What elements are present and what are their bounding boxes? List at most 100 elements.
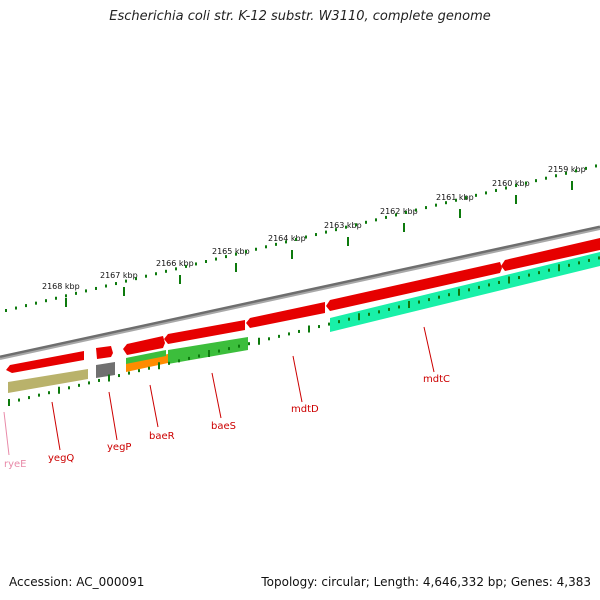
minor-tick [235, 252, 237, 256]
inner-major-tick [8, 399, 10, 406]
gene-label[interactable]: mdtD [291, 404, 319, 415]
inner-minor-tick [448, 293, 450, 297]
minor-tick [295, 237, 297, 241]
minor-tick [355, 223, 357, 227]
inner-minor-tick [178, 359, 180, 363]
minor-tick [445, 201, 447, 205]
gene-label[interactable]: baeR [149, 431, 175, 442]
cds-feature[interactable] [126, 354, 168, 372]
inner-minor-tick [248, 342, 250, 346]
inner-minor-tick [438, 295, 440, 299]
inner-minor-tick [298, 329, 300, 333]
gene-leader-line [3, 411, 10, 456]
gene-label[interactable]: mdtC [423, 374, 450, 385]
minor-tick [145, 274, 147, 278]
inner-minor-tick [38, 393, 40, 397]
minor-tick [405, 211, 407, 214]
scale-tick-label: 2159 kbp [548, 165, 586, 174]
inner-minor-tick [518, 276, 520, 280]
minor-tick [55, 296, 57, 300]
inner-minor-tick [278, 334, 280, 338]
cds-feature[interactable] [8, 369, 88, 393]
minor-tick [35, 301, 37, 305]
minor-tick [65, 294, 67, 298]
minor-tick [205, 260, 207, 263]
genome-summary: Topology: circular; Length: 4,646,332 bp… [261, 575, 591, 589]
minor-tick [15, 306, 17, 310]
minor-tick [455, 198, 457, 202]
inner-major-tick [258, 337, 260, 345]
forward-cds-track [6, 238, 600, 373]
gene-leader-line [108, 391, 118, 441]
accession-label: Accession: AC_000091 [9, 575, 145, 589]
inner-minor-tick [498, 280, 500, 284]
gene-leader-line [211, 372, 222, 419]
minor-tick [115, 282, 117, 286]
cds-feature[interactable] [6, 351, 84, 373]
scale-tick-label: 2160 kbp [492, 179, 530, 188]
minor-tick [195, 262, 197, 266]
inner-minor-tick [28, 396, 30, 400]
inner-minor-tick [388, 307, 390, 311]
minor-tick [285, 240, 287, 244]
minor-tick [415, 208, 417, 212]
minor-tick [515, 184, 517, 188]
inner-minor-tick [378, 310, 380, 314]
minor-tick [125, 279, 127, 283]
cds-feature[interactable] [501, 238, 600, 271]
inner-minor-tick [68, 386, 70, 390]
minor-tick [375, 218, 377, 222]
minor-tick [165, 269, 167, 273]
cds-feature[interactable] [330, 252, 600, 332]
minor-tick [215, 257, 217, 261]
scale-tick-label: 2165 kbp [212, 247, 250, 256]
inner-minor-tick [478, 285, 480, 289]
cds-feature[interactable] [326, 262, 502, 311]
inner-minor-tick [138, 369, 140, 373]
gene-label[interactable]: yegQ [48, 453, 74, 464]
inner-ticks [8, 256, 600, 406]
minor-tick [265, 245, 267, 249]
cds-feature[interactable] [96, 362, 115, 378]
minor-tick [585, 166, 587, 170]
gene-label[interactable]: baeS [211, 421, 236, 432]
scale-tick-label: 2162 kbp [380, 207, 418, 216]
inner-minor-tick [238, 344, 240, 348]
minor-tick [225, 255, 227, 259]
inner-minor-tick [128, 371, 130, 375]
inner-major-tick [58, 386, 60, 394]
inner-minor-tick [598, 256, 600, 260]
inner-minor-tick [568, 263, 570, 267]
inner-major-tick [308, 325, 310, 333]
inner-minor-tick [368, 312, 370, 316]
minor-tick [105, 284, 107, 288]
gene-label[interactable]: ryeE [4, 459, 27, 470]
minor-tick [315, 233, 317, 237]
minor-tick [45, 299, 47, 303]
inner-major-tick [508, 276, 510, 284]
minor-tick [465, 196, 467, 200]
cds-feature[interactable] [123, 336, 165, 355]
cds-feature[interactable] [96, 346, 113, 359]
inner-minor-tick [218, 349, 220, 353]
minor-tick [575, 169, 577, 173]
map-title: Escherichia coli str. K-12 substr. W3110… [109, 9, 491, 24]
cds-feature[interactable] [164, 320, 245, 344]
scale-tick-label: 2163 kbp [324, 221, 362, 230]
minor-tick [525, 181, 527, 185]
inner-major-tick [108, 374, 110, 382]
inner-minor-tick [228, 347, 230, 351]
minor-tick [385, 215, 387, 219]
inner-minor-tick [78, 383, 80, 387]
inner-minor-tick [318, 325, 320, 329]
gene-label[interactable]: yegP [107, 442, 131, 453]
cds-feature[interactable] [246, 302, 325, 328]
scale-tick-label: 2161 kbp [436, 193, 474, 202]
minor-tick [275, 242, 277, 246]
inner-minor-tick [528, 273, 530, 277]
minor-tick [95, 286, 97, 290]
inner-minor-tick [118, 374, 120, 378]
minor-tick [475, 193, 477, 197]
cds-feature[interactable] [126, 350, 166, 364]
